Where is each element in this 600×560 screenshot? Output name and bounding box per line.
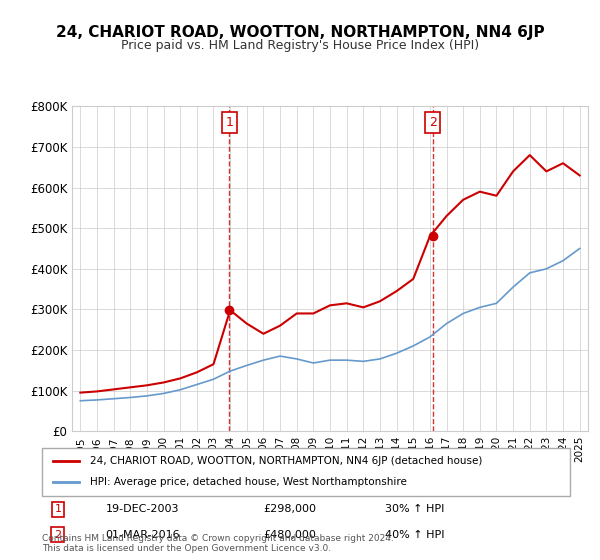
Text: HPI: Average price, detached house, West Northamptonshire: HPI: Average price, detached house, West… — [89, 477, 406, 487]
Text: 40% ↑ HPI: 40% ↑ HPI — [385, 530, 445, 540]
Text: 01-MAR-2016: 01-MAR-2016 — [106, 530, 180, 540]
Text: 1: 1 — [226, 116, 233, 129]
Text: £480,000: £480,000 — [264, 530, 317, 540]
FancyBboxPatch shape — [42, 448, 570, 496]
Text: 1: 1 — [55, 505, 61, 515]
Text: 30% ↑ HPI: 30% ↑ HPI — [385, 505, 445, 515]
Text: £298,000: £298,000 — [264, 505, 317, 515]
Text: 19-DEC-2003: 19-DEC-2003 — [106, 505, 179, 515]
Text: 24, CHARIOT ROAD, WOOTTON, NORTHAMPTON, NN4 6JP: 24, CHARIOT ROAD, WOOTTON, NORTHAMPTON, … — [56, 25, 544, 40]
Text: 2: 2 — [429, 116, 437, 129]
Text: 2: 2 — [54, 530, 61, 540]
Text: 24, CHARIOT ROAD, WOOTTON, NORTHAMPTON, NN4 6JP (detached house): 24, CHARIOT ROAD, WOOTTON, NORTHAMPTON, … — [89, 456, 482, 466]
Text: Contains HM Land Registry data © Crown copyright and database right 2024.
This d: Contains HM Land Registry data © Crown c… — [42, 534, 394, 553]
Text: Price paid vs. HM Land Registry's House Price Index (HPI): Price paid vs. HM Land Registry's House … — [121, 39, 479, 52]
